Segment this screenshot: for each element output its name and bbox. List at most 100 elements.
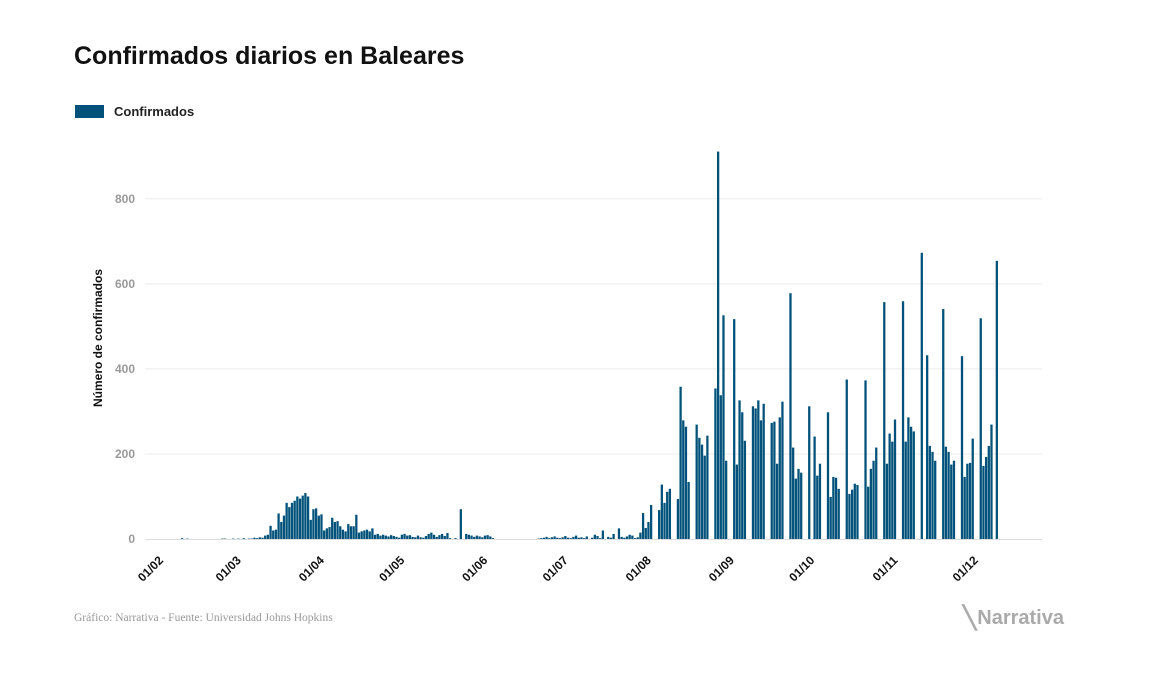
bar xyxy=(548,538,551,539)
bar xyxy=(432,534,436,539)
bar xyxy=(666,491,669,539)
bar xyxy=(950,464,953,539)
x-tick-label: 01/05 xyxy=(376,553,407,584)
bar xyxy=(478,536,481,539)
bar xyxy=(384,535,387,539)
bar xyxy=(644,527,647,539)
bar xyxy=(869,468,873,539)
bar xyxy=(591,537,594,539)
bar xyxy=(633,538,637,539)
bar xyxy=(360,531,363,539)
bar xyxy=(424,536,428,539)
bar xyxy=(832,476,835,539)
bar xyxy=(612,533,615,539)
bar xyxy=(280,521,283,539)
bar xyxy=(687,482,690,539)
bar xyxy=(438,535,441,539)
bar xyxy=(475,535,479,539)
bar xyxy=(486,535,489,539)
bar xyxy=(853,483,856,539)
bar xyxy=(569,538,572,539)
x-tick-label: 01/07 xyxy=(540,553,571,584)
y-tick-label: 600 xyxy=(115,277,135,291)
bar xyxy=(733,319,736,539)
bar xyxy=(818,463,822,539)
source-note: Gráfico: Narrativa - Fuente: Universidad… xyxy=(74,612,333,624)
bar xyxy=(628,534,631,539)
y-tick-label: 800 xyxy=(115,192,135,206)
bar xyxy=(952,460,956,539)
bar xyxy=(290,502,294,539)
bar xyxy=(631,535,634,539)
bar xyxy=(470,535,473,539)
bar xyxy=(491,538,495,539)
bar xyxy=(264,535,267,539)
bar xyxy=(912,431,915,539)
bar xyxy=(966,463,969,539)
bar xyxy=(864,380,867,539)
bar xyxy=(376,533,379,539)
bar xyxy=(907,417,910,539)
bar xyxy=(684,426,688,539)
bar xyxy=(282,515,286,539)
bar xyxy=(931,451,934,539)
bar xyxy=(808,406,811,539)
bar xyxy=(848,493,851,539)
bar xyxy=(481,537,484,539)
bar xyxy=(700,444,704,539)
bar xyxy=(850,489,854,539)
x-tick-label: 01/06 xyxy=(459,553,490,584)
bar xyxy=(867,486,870,539)
bar xyxy=(778,417,781,539)
legend: Confirmados xyxy=(75,104,194,119)
bar xyxy=(542,537,546,539)
bar xyxy=(773,421,776,539)
bar xyxy=(540,538,543,539)
bar xyxy=(741,412,744,539)
bar xyxy=(272,530,275,539)
bar xyxy=(722,315,725,539)
y-tick-label: 200 xyxy=(115,447,135,461)
x-tick-label: 01/02 xyxy=(135,553,166,584)
bar xyxy=(971,438,974,539)
bar xyxy=(872,460,875,539)
bar xyxy=(558,538,562,539)
bar xyxy=(757,400,760,539)
bar xyxy=(995,260,998,539)
y-tick-label: 0 xyxy=(128,532,135,546)
bar xyxy=(180,538,184,539)
bar xyxy=(770,422,773,539)
bar xyxy=(304,493,307,539)
bar xyxy=(698,437,701,539)
bar xyxy=(979,318,982,539)
bar xyxy=(381,534,385,539)
bar xyxy=(258,537,261,539)
bar xyxy=(443,536,446,539)
x-tick-label: 01/08 xyxy=(623,553,654,584)
bar xyxy=(716,151,720,539)
bar xyxy=(944,446,948,539)
bar xyxy=(920,252,923,539)
bar xyxy=(719,395,722,539)
bar xyxy=(754,408,757,539)
bar xyxy=(387,536,390,539)
bar xyxy=(406,535,409,539)
bar xyxy=(735,464,739,539)
bar xyxy=(411,536,414,539)
bar xyxy=(620,536,623,539)
bar xyxy=(446,533,449,539)
bar xyxy=(982,465,985,539)
legend-swatch xyxy=(75,105,104,118)
bar xyxy=(703,455,706,539)
bar xyxy=(834,477,838,539)
bar xyxy=(298,498,302,539)
bar xyxy=(580,537,583,539)
bar xyxy=(312,509,315,539)
x-tick-label: 01/09 xyxy=(706,553,737,584)
bar xyxy=(968,462,972,539)
bar xyxy=(625,536,629,539)
bar xyxy=(373,534,377,539)
bar xyxy=(306,496,310,539)
bar xyxy=(430,532,433,539)
